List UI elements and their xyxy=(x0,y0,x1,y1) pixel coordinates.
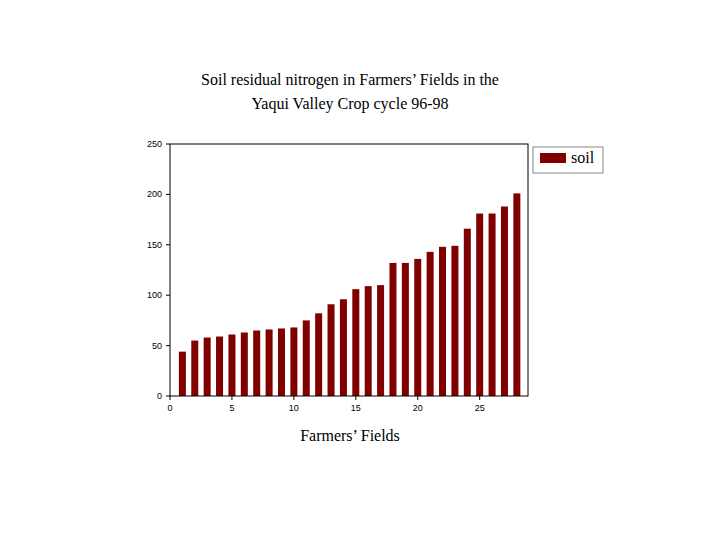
bar xyxy=(352,289,359,396)
bar xyxy=(340,299,347,396)
legend-swatch xyxy=(540,153,566,163)
y-tick-label: 150 xyxy=(147,240,162,250)
chart-title: Soil residual nitrogen in Farmers’ Field… xyxy=(150,68,550,116)
plot-frame xyxy=(170,144,528,396)
bar xyxy=(204,338,211,396)
bar xyxy=(253,330,260,396)
bar xyxy=(489,214,496,396)
legend-box xyxy=(533,147,603,173)
x-tick xyxy=(293,396,294,400)
bar xyxy=(179,352,186,396)
y-tick-label: 50 xyxy=(152,341,162,351)
plot-background xyxy=(170,144,528,396)
x-tick xyxy=(231,396,232,400)
bar xyxy=(427,252,434,396)
bar xyxy=(414,259,421,396)
bar xyxy=(315,313,322,396)
y-tick xyxy=(166,396,170,397)
x-tick-label: 15 xyxy=(351,403,361,413)
bar xyxy=(228,335,235,396)
bar xyxy=(513,193,520,396)
x-tick-label: 0 xyxy=(167,403,172,413)
x-axis-label: Farmers’ Fields xyxy=(300,427,400,444)
bar xyxy=(191,341,198,396)
bar xyxy=(389,263,396,396)
y-tick xyxy=(166,345,170,346)
x-tick xyxy=(170,396,171,400)
bar xyxy=(439,247,446,396)
x-tick xyxy=(479,396,480,400)
bars xyxy=(179,193,520,396)
bar xyxy=(501,206,508,396)
y-tick xyxy=(166,295,170,296)
bar xyxy=(216,337,223,396)
y-tick-label: 100 xyxy=(147,290,162,300)
y-tick-label: 0 xyxy=(157,391,162,401)
x-tick-label: 5 xyxy=(229,403,234,413)
chart-page: Soil residual nitrogen in Farmers’ Field… xyxy=(0,0,720,540)
bar xyxy=(476,214,483,396)
bar xyxy=(241,332,248,396)
x-tick-label: 20 xyxy=(413,403,423,413)
bar xyxy=(377,285,384,396)
chart-svg: 0 50 100 150 200 250 0 5 10 15 20 25 Farmers’ Fields… xyxy=(0,0,720,540)
y-tick xyxy=(166,244,170,245)
x-tick-label: 25 xyxy=(475,403,485,413)
y-tick xyxy=(166,194,170,195)
bar xyxy=(402,263,409,396)
bar xyxy=(365,286,372,396)
legend: soil xyxy=(533,147,603,173)
bar xyxy=(328,304,335,396)
x-tick xyxy=(355,396,356,400)
bar xyxy=(290,327,297,396)
bar xyxy=(266,329,273,396)
legend-label: soil xyxy=(571,149,595,166)
x-tick-label: 10 xyxy=(289,403,299,413)
bar xyxy=(303,320,310,396)
bar xyxy=(278,328,285,396)
bar xyxy=(451,246,458,396)
y-tick xyxy=(166,144,170,145)
y-tick-label: 250 xyxy=(147,139,162,149)
y-tick-label: 200 xyxy=(147,189,162,199)
x-tick xyxy=(417,396,418,400)
bar xyxy=(464,229,471,396)
